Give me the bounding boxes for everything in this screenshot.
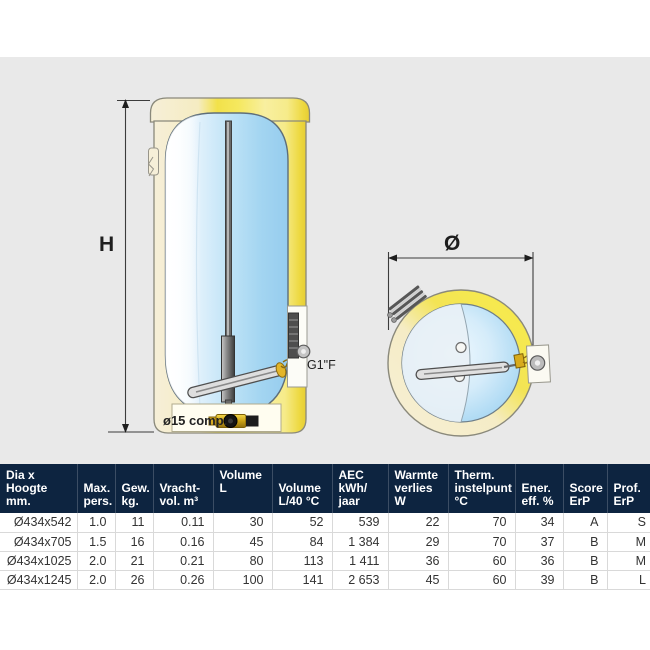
drain-valve bbox=[208, 414, 259, 428]
column-header-therm-instelpunt: Therm. instelpunt °C bbox=[447, 464, 515, 513]
heating-element bbox=[187, 359, 289, 399]
table-cell: 39 bbox=[514, 570, 563, 590]
table-cell: 1 384 bbox=[331, 532, 388, 552]
table-cell: 100 bbox=[212, 570, 272, 590]
table-row: Ø434x1025 2.0 21 0.21 80 113 1 411 36 60 36 B M bbox=[0, 551, 650, 571]
fitting-label: G1"F bbox=[307, 358, 336, 372]
table-cell: 30 bbox=[212, 513, 272, 533]
bracket-bolt bbox=[387, 312, 393, 318]
column-header-score-erp: Score ErP bbox=[562, 464, 607, 513]
table-cell: 37 bbox=[514, 532, 563, 552]
table-cell: 80 bbox=[212, 551, 272, 571]
tank-port bbox=[455, 341, 467, 354]
table-cell: 26 bbox=[114, 570, 153, 590]
table-cell: 45 bbox=[387, 570, 448, 590]
bracket-bolt bbox=[391, 317, 397, 323]
table-cell: 34 bbox=[514, 513, 563, 533]
mounting-tab bbox=[148, 147, 159, 176]
table-cell: 1.0 bbox=[76, 513, 115, 533]
table-cell: 2 653 bbox=[331, 570, 388, 590]
height-dimension-line bbox=[108, 99, 154, 433]
height-dimension-label: H bbox=[99, 233, 115, 256]
table-cell: 141 bbox=[271, 570, 332, 590]
thermostat bbox=[287, 305, 311, 388]
boiler-top-view bbox=[387, 252, 551, 437]
table-cell: 60 bbox=[447, 570, 515, 590]
boiler-front-view bbox=[108, 97, 311, 434]
table-cell: Ø434x1245 bbox=[0, 570, 77, 590]
table-cell: M bbox=[606, 551, 650, 571]
table-cell: B bbox=[562, 532, 607, 552]
column-header-gewicht: Gew. kg. bbox=[114, 464, 153, 513]
boiler-cap bbox=[149, 97, 311, 123]
table-cell: 21 bbox=[114, 551, 153, 571]
table-body: Ø434x542 1.0 11 0.11 30 52 539 22 70 34 A S Ø434x705… bbox=[0, 513, 650, 590]
table-header: Dia x Hoogte mm. Max. pers. Gew. kg. Vra… bbox=[0, 464, 650, 513]
table-cell: 1 411 bbox=[331, 551, 388, 571]
table-cell: 0.11 bbox=[152, 513, 213, 533]
table-cell: 70 bbox=[447, 513, 515, 533]
column-header-volume-40c: Volume L/40 °C bbox=[271, 464, 332, 513]
table-cell: 11 bbox=[114, 513, 153, 533]
table-cell: 36 bbox=[387, 551, 448, 571]
table-cell: 113 bbox=[271, 551, 332, 571]
column-header-max-pers: Max. pers. bbox=[76, 464, 115, 513]
heating-element-top bbox=[415, 353, 531, 380]
table-cell: B bbox=[562, 570, 607, 590]
table-cell: 0.16 bbox=[152, 532, 213, 552]
column-header-ener-eff: Ener. eff. % bbox=[514, 464, 563, 513]
column-header-prof-erp: Prof. ErP bbox=[606, 464, 650, 513]
table-cell: Ø434x542 bbox=[0, 513, 77, 533]
diagram-panel bbox=[0, 57, 650, 464]
column-header-volume: Volume L bbox=[212, 464, 272, 513]
table-cell: 70 bbox=[447, 532, 515, 552]
table-cell: 45 bbox=[212, 532, 272, 552]
column-header-aec: AEC kWh/ jaar bbox=[331, 464, 388, 513]
table-cell: Ø434x705 bbox=[0, 532, 77, 552]
diameter-dimension-label: Ø bbox=[444, 232, 461, 255]
table-row: Ø434x1245 2.0 26 0.26 100 141 2 653 45 60 39 B L bbox=[0, 570, 650, 590]
table-cell: 1.5 bbox=[76, 532, 115, 552]
table-cell: 84 bbox=[271, 532, 332, 552]
wall-bracket bbox=[388, 285, 427, 320]
table-cell: 60 bbox=[447, 551, 515, 571]
table-cell: 29 bbox=[387, 532, 448, 552]
column-header-vrachtvolume: Vracht- vol. m³ bbox=[152, 464, 213, 513]
element-flange bbox=[275, 362, 287, 378]
table-cell: 16 bbox=[114, 532, 153, 552]
table-cell: 22 bbox=[387, 513, 448, 533]
table-cell: 0.26 bbox=[152, 570, 213, 590]
spec-table: Dia x Hoogte mm. Max. pers. Gew. kg. Vra… bbox=[0, 464, 650, 590]
table-cell: 52 bbox=[271, 513, 332, 533]
table-cell: M bbox=[606, 532, 650, 552]
table-row: Ø434x542 1.0 11 0.11 30 52 539 22 70 34 A S bbox=[0, 513, 650, 533]
table-row: Ø434x705 1.5 16 0.16 45 84 1 384 29 70 37 B M bbox=[0, 532, 650, 552]
table-cell: 36 bbox=[514, 551, 563, 571]
column-header-warmteverlies: Warmte verlies W bbox=[387, 464, 448, 513]
table-cell: 2.0 bbox=[76, 551, 115, 571]
table-cell: L bbox=[606, 570, 650, 590]
table-cell: 0.21 bbox=[152, 551, 213, 571]
table-cell: S bbox=[606, 513, 650, 533]
table-cell: 539 bbox=[331, 513, 388, 533]
compression-fitting-label: ø15 comp. bbox=[163, 413, 228, 428]
column-header-dia-hoogte: Dia x Hoogte mm. bbox=[0, 464, 77, 513]
table-cell: 2.0 bbox=[76, 570, 115, 590]
break-mark bbox=[147, 156, 155, 177]
table-cell: Ø434x1025 bbox=[0, 551, 77, 571]
table-cell: B bbox=[562, 551, 607, 571]
table-cell: A bbox=[562, 513, 607, 533]
